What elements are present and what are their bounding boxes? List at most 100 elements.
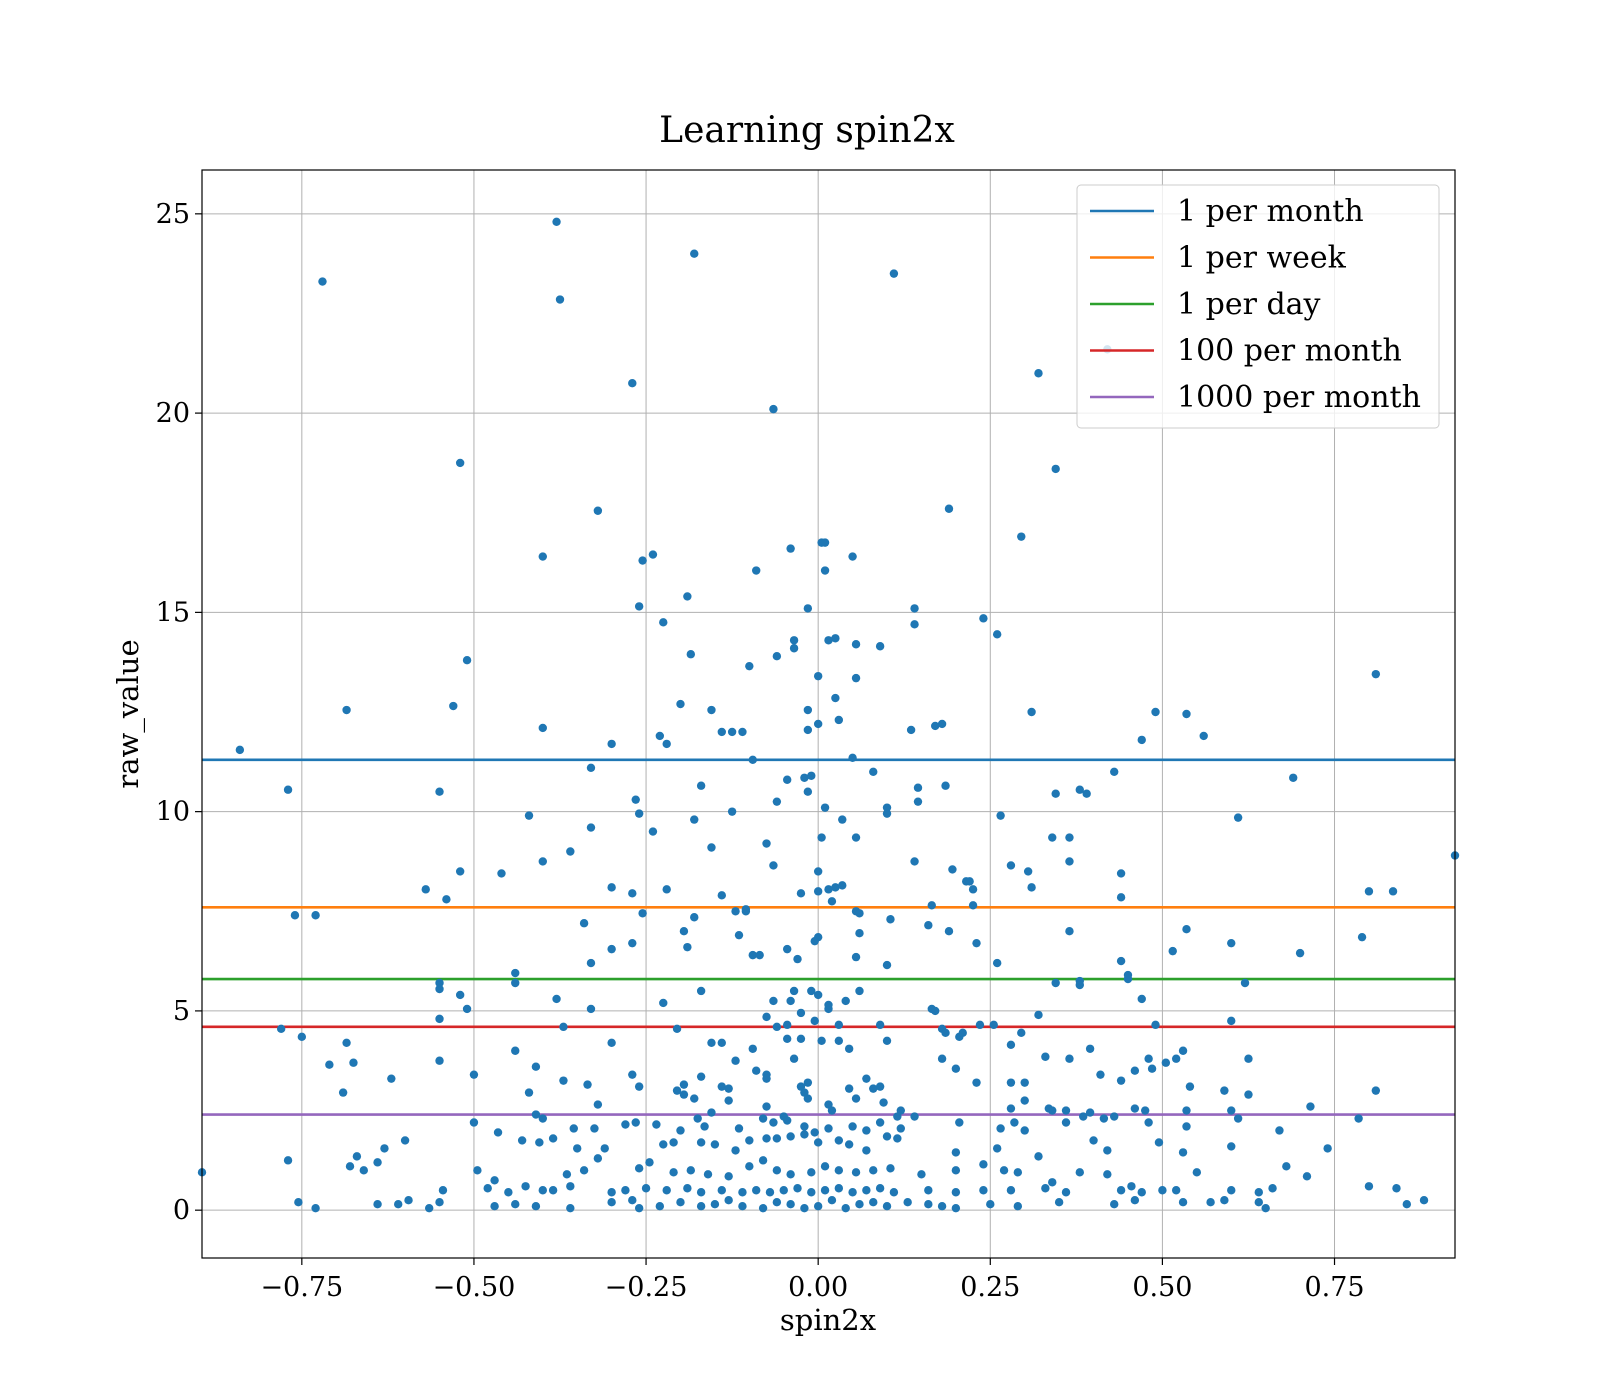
scatter-point (951, 1148, 961, 1157)
scatter-point (345, 1162, 355, 1171)
scatter-point (455, 458, 465, 468)
scatter-point (717, 1186, 726, 1195)
scatter-point (810, 936, 819, 946)
scatter-point (738, 1201, 747, 1211)
scatter-point (793, 954, 802, 964)
scatter-point (772, 1022, 782, 1032)
scatter-point (538, 552, 547, 561)
scatter-point (1051, 789, 1060, 798)
scatter-point (896, 1124, 905, 1133)
scatter-point (438, 1186, 448, 1195)
scatter-point (373, 1158, 382, 1167)
scatter-point (590, 1124, 599, 1133)
scatter-point (531, 1062, 541, 1071)
scatter-point (435, 978, 444, 988)
scatter-point (669, 1168, 678, 1177)
scatter-point (435, 984, 444, 994)
scatter-point (913, 797, 923, 806)
scatter-point (762, 1102, 771, 1111)
scatter-point (951, 1166, 961, 1175)
scatter-point (910, 1112, 919, 1121)
scatter-point (1254, 1188, 1263, 1197)
scatter-point (511, 978, 520, 988)
scatter-point (869, 1084, 878, 1093)
scatter-point (752, 1066, 761, 1075)
scatter-point (786, 544, 795, 553)
scatter-point (1116, 869, 1126, 878)
scatter-point (628, 1196, 637, 1205)
scatter-point (449, 701, 458, 711)
scatter-point (937, 1201, 947, 1211)
scatter-point (1065, 927, 1074, 936)
scatter-point (662, 885, 671, 894)
scatter-point (566, 1182, 575, 1191)
scatter-point (738, 727, 747, 737)
scatter-point (1023, 867, 1033, 876)
scatter-point (1227, 938, 1236, 948)
scatter-point (755, 950, 764, 960)
x-tick-label: −0.25 (605, 1272, 688, 1303)
scatter-point (1371, 1086, 1381, 1095)
scatter-point (786, 1132, 795, 1141)
scatter-point (996, 811, 1005, 820)
scatter-point (886, 915, 895, 924)
scatter-point (511, 1046, 520, 1055)
scatter-point (824, 1124, 833, 1133)
scatter-point (1261, 1203, 1270, 1213)
scatter-point (676, 699, 685, 709)
scatter-point (882, 960, 892, 970)
scatter-point (1006, 1186, 1016, 1195)
scatter-point (803, 604, 813, 613)
scatter-point (683, 942, 692, 952)
scatter-point (1137, 1188, 1146, 1197)
scatter-point (851, 673, 861, 683)
scatter-point (772, 1166, 782, 1175)
scatter-point (679, 1080, 689, 1089)
scatter-point (875, 1184, 885, 1193)
legend-box (1076, 184, 1440, 429)
scatter-point (1182, 1122, 1191, 1131)
scatter-point (1171, 1054, 1181, 1063)
scatter-point (1130, 1104, 1140, 1113)
scatter-point (1017, 532, 1026, 541)
scatter-point (717, 1038, 726, 1047)
scatter-point (758, 1203, 768, 1213)
scatter-point (1127, 1182, 1136, 1191)
scatter-point (1020, 1126, 1029, 1135)
scatter-point (734, 930, 744, 940)
scatter-point (400, 1136, 410, 1145)
scatter-point (538, 723, 547, 733)
scatter-point (862, 1186, 871, 1195)
x-tick-label: −0.75 (260, 1272, 343, 1303)
scatter-point (965, 877, 974, 886)
scatter-point (869, 1166, 878, 1175)
scatter-point (745, 1162, 754, 1171)
scatter-point (593, 1154, 603, 1163)
scatter-point (731, 1146, 740, 1155)
scatter-point (782, 1020, 792, 1030)
scatter-point (1116, 893, 1126, 902)
scatter-point (834, 1136, 844, 1145)
scatter-point (311, 911, 320, 920)
scatter-point (855, 986, 864, 996)
scatter-point (696, 1201, 706, 1211)
scatter-point (707, 843, 716, 852)
scatter-point (727, 807, 737, 816)
scatter-point (1013, 1201, 1023, 1211)
scatter-point (659, 618, 668, 627)
plot-frame (201, 169, 1456, 1259)
scatter-point (1027, 707, 1036, 717)
x-tick-label: 0.50 (1132, 1272, 1192, 1303)
scatter-point (813, 671, 823, 681)
scatter-point (690, 913, 699, 922)
scatter-point (638, 909, 647, 918)
scatter-point (373, 1199, 382, 1209)
scatter-point (803, 1078, 813, 1087)
scatter-point (648, 550, 658, 559)
scatter-point (455, 867, 465, 876)
scatter-point (1240, 978, 1250, 988)
scatter-point (521, 1182, 530, 1191)
scatter-point (511, 1199, 520, 1209)
scatter-point (1182, 925, 1191, 934)
